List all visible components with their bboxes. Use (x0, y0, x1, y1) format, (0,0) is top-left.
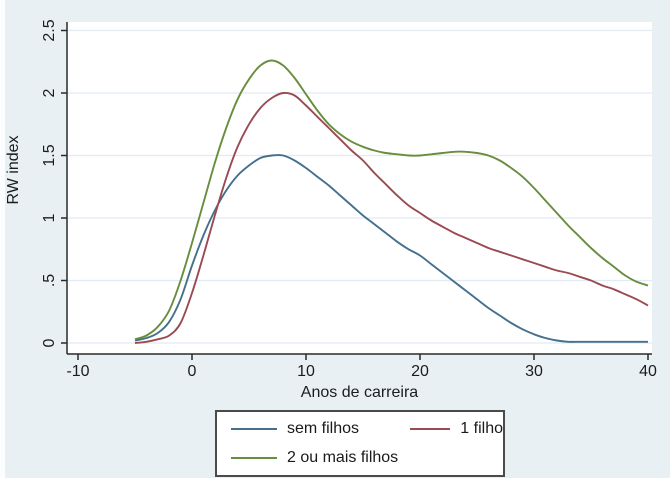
x-tick-label: 10 (297, 363, 315, 380)
plot-area (67, 22, 652, 354)
legend-key-line (410, 427, 451, 430)
x-tick-label: 40 (639, 363, 657, 380)
series-line-1-filho (134, 91, 649, 344)
y-tick-label: 0 (41, 338, 58, 347)
y-tick-label: 2 (41, 88, 58, 97)
y-tick-label: .5 (41, 274, 58, 287)
x-tick-label: 20 (411, 363, 429, 380)
legend-row: sem filhos 1 filho (217, 414, 503, 443)
legend-label: 1 filho (460, 419, 503, 437)
y-tick-label: 2.5 (41, 19, 58, 41)
chart-legend: sem filhos 1 filho 2 ou mais filhos (215, 410, 505, 477)
x-tick-label: -10 (66, 363, 89, 380)
legend-key-line (231, 427, 277, 430)
legend-row: 2 ou mais filhos (217, 443, 503, 472)
legend-item-sem-filhos: sem filhos (231, 420, 410, 438)
legend-key-line (231, 456, 277, 459)
y-tick-label: 1.5 (41, 144, 58, 166)
y-tick-label: 1 (41, 213, 58, 222)
legend-item-2-ou-mais-filhos: 2 ou mais filhos (231, 449, 417, 467)
series-line-sem-filhos (134, 154, 648, 343)
x-tick-label: 0 (188, 363, 197, 380)
legend-item-1-filho: 1 filho (410, 420, 503, 438)
y-axis-title: RW index (5, 135, 22, 204)
figure-frame-bottom (0, 478, 670, 482)
figure-frame-left (0, 0, 5, 482)
legend-label: sem filhos (287, 419, 360, 437)
series-line-2-ou-mais-filhos (134, 59, 649, 341)
legend-label: 2 ou mais filhos (287, 448, 399, 466)
x-axis-title: Anos de carreira (301, 384, 418, 401)
x-tick-label: 30 (525, 363, 543, 380)
